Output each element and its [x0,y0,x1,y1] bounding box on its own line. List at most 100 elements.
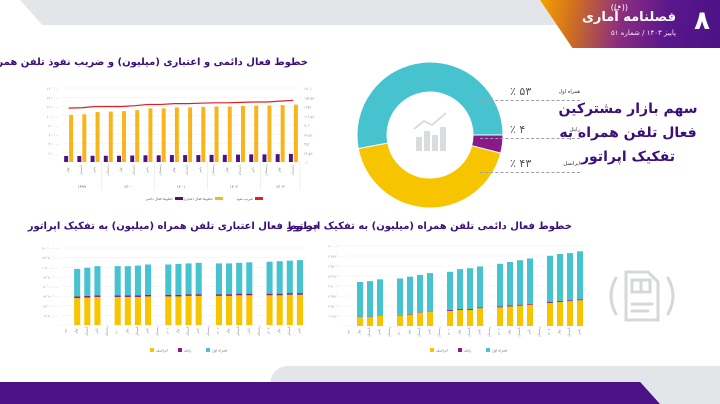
bar-segment [517,304,523,306]
bar-segment [367,281,373,317]
x-tick-label: پاییز [94,328,98,335]
legend-swatch [486,348,490,352]
bar-postpaid [288,153,293,162]
bar-segment [215,295,222,325]
sim-card-signal-icon [609,270,675,322]
y2-tick-label: ۴۵٪ [304,143,310,147]
bar-segment [226,294,233,296]
x-tick-label: تابستان [367,327,371,337]
bar-segment [296,260,303,294]
year-label: ۱۳۹۹ [78,184,87,189]
pie-title: سهم بازار مشترکین فعال تلفن همراه به تفک… [558,101,698,165]
x-tick-label: پاییز [92,167,96,174]
legend-label: ضریب نفوذ [236,197,253,201]
pie-legend-label: ایرانسل [563,161,580,167]
bar-postpaid [130,155,135,162]
bar-segment [246,293,253,296]
bar-segment [215,294,222,296]
x-tick-label: زمستان [206,325,210,336]
bar-postpaid [196,155,201,162]
y2-tick-label: ۲۲٫۵٪ [304,152,313,156]
x-tick-label: ۱۴۰۰ [397,328,401,335]
bar-segment [577,251,583,300]
x-tick-label: ۹۹ [64,329,68,333]
bar-segment [286,260,293,294]
bar-segment [547,302,553,303]
bar-segment [114,266,121,296]
y-tick-label: ۱۰۰٬۰۰۰ [47,115,60,119]
bar-segment [266,261,273,294]
x-tick-label: بهار [66,167,70,173]
bar-segment [367,317,373,326]
x-tick-label: بهار [226,328,230,334]
bar-segment [557,301,563,302]
bar-segment [145,296,152,325]
bar-postpaid [249,154,254,162]
x-tick-label: تابستان [287,326,291,336]
x-tick-label: پاییز [196,328,200,335]
bar-segment [547,255,553,302]
bar-segment [124,296,131,325]
chart1-title: خطوط فعال دائمی و اعتباری (میلیون) و ضری… [0,57,308,68]
bar-segment [397,315,403,326]
y-tick-label: ۱۰۵٬۰۰۰٬۰۰۰ [42,266,60,270]
x-tick-label: زمستان [158,164,162,176]
x-tick-label: بهار [171,167,175,173]
legend-label: رایتل [184,349,192,353]
bar-segment [74,296,81,299]
x-tick-label: بهار [507,329,511,335]
bar-segment [427,311,433,326]
bar-segment [195,295,202,325]
bar-prepaid [82,114,87,162]
bar-postpaid [103,155,108,162]
market-share-donut [356,61,504,209]
bar-segment [497,306,503,308]
bar-segment [447,271,453,310]
bar-segment [417,274,423,313]
bar-segment [407,314,413,326]
bar-segment [134,295,141,297]
x-tick-label: زمستان [437,326,441,337]
chart2-prepaid-by-operator: ۰ ۱۷٬۵۰۰٬۰۰۰ ۳۵٬۰۰۰٬۰۰۰ ۵۲٬۵۰۰٬۰۰۰ ۷۰٬۰۰۰٬۰۰… [42,247,305,353]
legend-swatch [458,348,462,352]
legend-swatch [178,348,182,352]
bar-prepaid [135,110,140,162]
legend-swatch [206,348,210,352]
bar-segment [185,263,192,295]
y2-tick-label: ۹۰٪ [304,124,310,128]
x-tick-label: پاییز [427,329,431,336]
bar-postpaid [169,155,174,162]
y-tick-label: ۳۵٬۰۰۰٬۰۰۰ [43,304,59,308]
chart3-postpaid-by-operator: ۰ ۱٬۱۲۵٬۰۰۰ ۲٬۲۵۰٬۰۰۰ ۳٬۳۷۵٬۰۰۰ ۴٬۵۰۰٬۰۰۰ ۵٬۶… [328,245,585,353]
bar-segment [145,294,152,297]
bar-segment [236,295,243,325]
year-label: ۱۴۰۱ [177,184,186,189]
bar-postpaid [64,155,69,162]
bar-postpaid [183,155,188,162]
bar-segment [507,306,513,326]
bar-segment [457,309,463,310]
y-tick-label: ۱۷٬۵۰۰٬۰۰۰ [43,314,59,318]
bar-segment [547,302,553,326]
x-tick-label: تابستان [290,165,294,176]
bar-segment [467,309,473,310]
bar-segment [467,268,473,310]
bottom-decor-band [0,382,660,404]
x-tick-label: بهار [557,329,561,335]
bar-postpaid [222,154,227,162]
bar-segment [236,262,243,294]
x-tick-label: تابستان [84,326,88,336]
legend-label: خطوط فعال اعتباری [183,197,213,201]
bar-segment [74,298,81,325]
legend-swatch [430,348,434,352]
x-tick-label: بهار [74,328,78,334]
wifi-icon: ((•)) [610,3,628,12]
y-tick-label: ۱۲۲٬۵۰۰٬۰۰۰ [42,256,60,260]
bar-postpaid [236,154,240,162]
bar-segment [124,266,131,296]
bar-postpaid [143,155,148,162]
bar-segment [527,303,533,305]
y-tick-label: ۸۷٬۵۰۰٬۰۰۰ [43,275,59,279]
y-tick-label: ۱٬۱۲۵٬۰۰۰ [328,315,342,319]
bar-segment [567,253,573,301]
